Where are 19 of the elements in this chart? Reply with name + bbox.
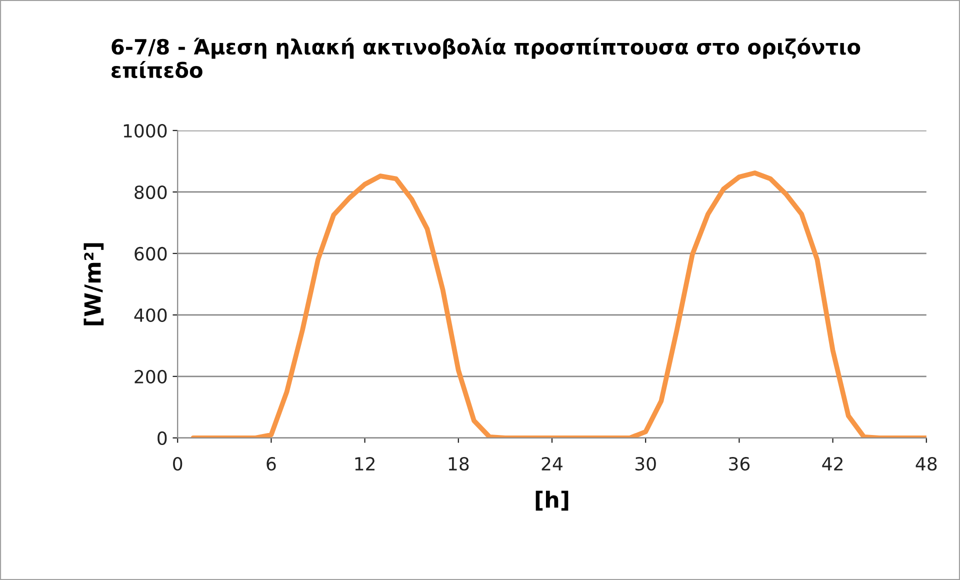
chart-title: 6-7/8 - Άμεση ηλιακή ακτινοβολία προσπίπτουσα στο οριζόντιο επίπεδο (112, 38, 860, 78)
y-tick-label: 1000 (124, 124, 167, 138)
x-tick-label: 24 (542, 456, 562, 470)
x-tick-label: 36 (729, 456, 750, 471)
y-axis-title: [W/m²] (84, 243, 104, 326)
x-tick-label: 48 (916, 456, 937, 471)
x-tick-label: 18 (448, 456, 469, 471)
y-tick-label: 200 (134, 370, 167, 384)
y-tick-label: 0 (158, 431, 167, 446)
y-tick-label: 800 (134, 185, 167, 200)
x-axis-title: [h] (536, 490, 568, 511)
line-series (190, 170, 926, 438)
x-tick-label: 30 (635, 456, 656, 471)
y-tick-label: 400 (134, 308, 167, 322)
x-tick-label: 12 (355, 456, 374, 470)
x-tick-label: 0 (173, 456, 182, 471)
y-tick-label: 600 (134, 246, 167, 261)
x-tick-label: 6 (266, 456, 276, 471)
x-tick-label: 42 (822, 456, 842, 470)
